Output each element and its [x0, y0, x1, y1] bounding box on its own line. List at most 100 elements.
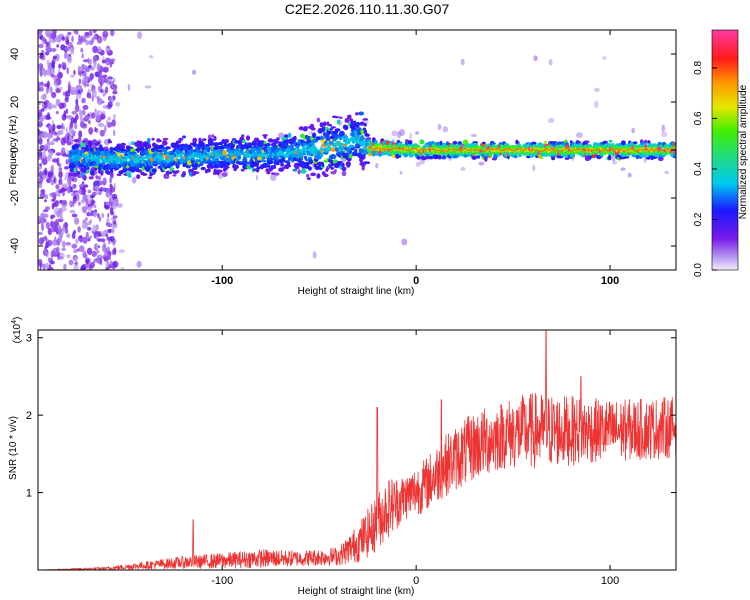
spectrogram-cell	[104, 204, 110, 210]
spectrogram-cell	[52, 138, 58, 142]
spectrogram-cell	[303, 147, 306, 151]
snr-scale-label: (x104)	[11, 317, 23, 344]
spectrogram-cell	[85, 77, 88, 83]
spectrogram-cell	[90, 200, 96, 204]
spectrogram-cell	[55, 35, 62, 43]
spectrogram-cell	[88, 176, 94, 180]
spectrogram-cell	[73, 168, 77, 174]
spectrogram-cell	[633, 141, 638, 145]
spectrogram-cell	[76, 171, 81, 175]
spectrogram-cell	[78, 238, 84, 242]
spectrogram-cell	[44, 194, 49, 200]
spectrogram-cell	[73, 69, 76, 76]
spectrogram-cell	[421, 156, 427, 161]
spectrogram-cell	[101, 213, 104, 219]
spectrogram-cell	[332, 159, 339, 164]
spectrogram-cell	[66, 149, 70, 155]
spectrogram-cell	[289, 144, 294, 148]
spectrogram-cell	[87, 226, 92, 231]
spectrogram-cell	[342, 135, 349, 139]
spectrogram-cell	[265, 142, 271, 147]
spectrogram-cell	[287, 132, 292, 138]
spectrogram-cell	[59, 177, 63, 185]
spectrogram-x-tick-label: 100	[601, 275, 619, 287]
spectrogram-cell	[42, 209, 49, 213]
spectrogram-cell	[95, 175, 99, 180]
spectrogram-cell	[76, 193, 80, 202]
spectrogram-cell	[78, 164, 85, 167]
spectrogram-cell	[215, 157, 219, 163]
spectrogram-cell	[70, 47, 73, 56]
spectrogram-cell	[69, 124, 72, 132]
spectrogram-cell	[105, 190, 111, 198]
spectrogram-cell	[61, 113, 67, 121]
spectrogram-cell	[93, 258, 100, 261]
spectrogram-cell	[113, 113, 116, 121]
spectrogram-cell	[221, 161, 226, 165]
spectrogram-cell	[151, 168, 157, 173]
spectrogram-cell	[308, 131, 313, 135]
spectrogram-cell	[42, 93, 47, 100]
spectrogram-cell	[330, 126, 336, 129]
spectrogram-cell	[74, 123, 78, 130]
spectrogram-cell	[55, 152, 62, 156]
spectrogram-cell	[99, 129, 105, 137]
spectrogram-cell	[415, 131, 420, 135]
spectrogram-cell	[576, 132, 583, 139]
spectrogram-cell	[263, 136, 267, 139]
spectrogram-cell	[99, 257, 103, 266]
spectrogram-cell	[264, 151, 270, 155]
spectrogram-cell	[136, 169, 143, 173]
spectrogram-cell	[328, 123, 332, 127]
spectrogram-cell	[48, 43, 51, 48]
spectrogram-cell	[97, 141, 101, 145]
spectrogram-cell	[82, 222, 85, 230]
spectrogram-cell	[85, 198, 89, 204]
spectrogram-cell	[77, 226, 81, 233]
spectrogram-cell	[114, 153, 118, 157]
spectrogram-cell	[72, 172, 78, 177]
spectrogram-cell	[66, 186, 71, 194]
spectrogram-cell	[102, 30, 109, 38]
spectrogram-cell	[91, 112, 96, 119]
spectrogram-cell	[38, 86, 41, 92]
spectrogram-cell	[209, 164, 215, 169]
spectrogram-cell	[227, 162, 231, 166]
spectrogram-cell	[52, 55, 58, 60]
spectrogram-cell	[70, 192, 76, 197]
spectrogram-cell	[621, 140, 626, 146]
spectrogram-cell	[100, 88, 104, 94]
spectrogram-cell	[67, 84, 72, 90]
spectrogram-cell	[38, 66, 41, 71]
spectrogram-cell	[240, 168, 245, 172]
spectrogram-cell	[38, 215, 41, 223]
spectrogram-cell	[89, 170, 95, 176]
spectrogram-cell	[55, 53, 60, 62]
spectrogram-cell	[111, 80, 115, 88]
spectrogram-cell	[47, 134, 51, 140]
spectrogram-cell	[45, 68, 52, 76]
snr-scale-prefix: (x10	[12, 323, 23, 343]
spectrogram-cell	[165, 146, 171, 150]
spectrogram-cell	[334, 169, 337, 173]
spectrogram-cell	[81, 53, 84, 59]
spectrogram-cell	[310, 153, 314, 157]
spectrogram-cell	[86, 212, 91, 217]
spectrogram-cell	[58, 63, 62, 69]
colorbar-tick-label: 0.4	[693, 162, 704, 176]
spectrogram-cell	[64, 222, 68, 230]
spectrogram-cell	[170, 155, 175, 162]
colorbar-tick-label: 0.0	[693, 263, 704, 277]
spectrogram-cell	[39, 70, 43, 77]
spectrogram-cell	[89, 262, 95, 269]
spectrogram-cell	[106, 119, 109, 127]
spectrogram-cell	[125, 171, 132, 176]
spectrogram-cell	[301, 140, 306, 143]
snr-x-tick-label: 100	[601, 575, 619, 587]
spectrogram-cell	[59, 228, 63, 233]
spectrogram-cell	[92, 224, 96, 233]
spectrogram-cell	[182, 171, 186, 177]
spectrogram-cell	[55, 111, 59, 115]
spectrogram-cell	[77, 89, 81, 94]
spectrogram-cell	[547, 118, 555, 123]
